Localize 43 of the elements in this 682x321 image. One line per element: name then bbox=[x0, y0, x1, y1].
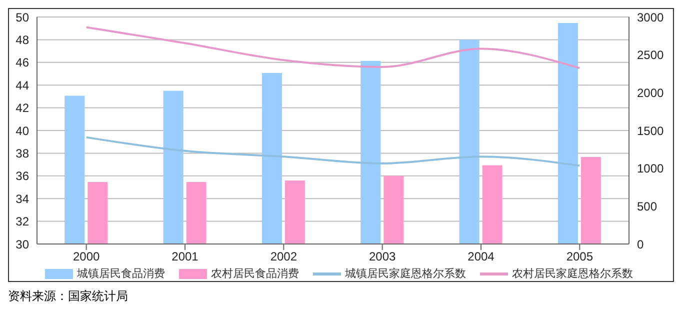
y2-tick-label: 2000 bbox=[637, 86, 664, 100]
y-tick-label: 48 bbox=[16, 32, 30, 47]
x-tick-label: 2005 bbox=[566, 250, 594, 264]
y2-tick-label: 500 bbox=[637, 199, 658, 214]
x-tick-label: 2002 bbox=[270, 250, 298, 264]
y-tick-label: 40 bbox=[16, 124, 30, 138]
y-tick-label: 44 bbox=[16, 78, 30, 92]
bar bbox=[558, 23, 578, 244]
line-series bbox=[85, 26, 581, 70]
bar bbox=[360, 60, 381, 244]
y-tick-label: 38 bbox=[16, 146, 30, 160]
bar bbox=[186, 182, 206, 244]
x-tick-label: 2003 bbox=[368, 250, 396, 264]
line-series bbox=[85, 136, 581, 167]
x-tick-label: 2004 bbox=[468, 250, 495, 264]
y2-tick-label: 1000 bbox=[637, 162, 664, 176]
bar bbox=[482, 165, 502, 244]
legend-label: 农村居民食品消费 bbox=[210, 266, 299, 281]
y-tick-label: 32 bbox=[16, 214, 30, 229]
y2-tick-label: 0 bbox=[637, 237, 644, 252]
y2-tick-label: 3000 bbox=[637, 10, 664, 24]
y-tick-label: 46 bbox=[16, 56, 30, 70]
legend-label: 城镇居民家庭恩格尔系数 bbox=[344, 266, 466, 281]
legend-label: 城镇居民食品消费 bbox=[76, 266, 165, 281]
y-tick-label: 36 bbox=[16, 169, 30, 184]
y-tick-label: 30 bbox=[16, 237, 30, 252]
legend-label: 农村居民家庭恩格尔系数 bbox=[511, 266, 633, 281]
y-tick-label: 42 bbox=[16, 101, 30, 116]
bar bbox=[459, 40, 480, 244]
text: 资料来源：国家统计局 bbox=[8, 288, 129, 305]
y2-tick-label: 2500 bbox=[637, 48, 664, 62]
bar bbox=[580, 156, 601, 244]
bar bbox=[88, 182, 108, 244]
bar bbox=[284, 180, 305, 244]
bar bbox=[163, 90, 184, 244]
y-tick-label: 34 bbox=[16, 192, 30, 206]
y-tick-label: 50 bbox=[16, 10, 30, 24]
x-tick-label: 2000 bbox=[72, 250, 100, 264]
x-tick-label: 2001 bbox=[172, 250, 199, 264]
bar bbox=[64, 96, 85, 244]
y2-tick-label: 1500 bbox=[637, 124, 664, 138]
bar bbox=[384, 176, 404, 244]
bar bbox=[262, 72, 282, 244]
